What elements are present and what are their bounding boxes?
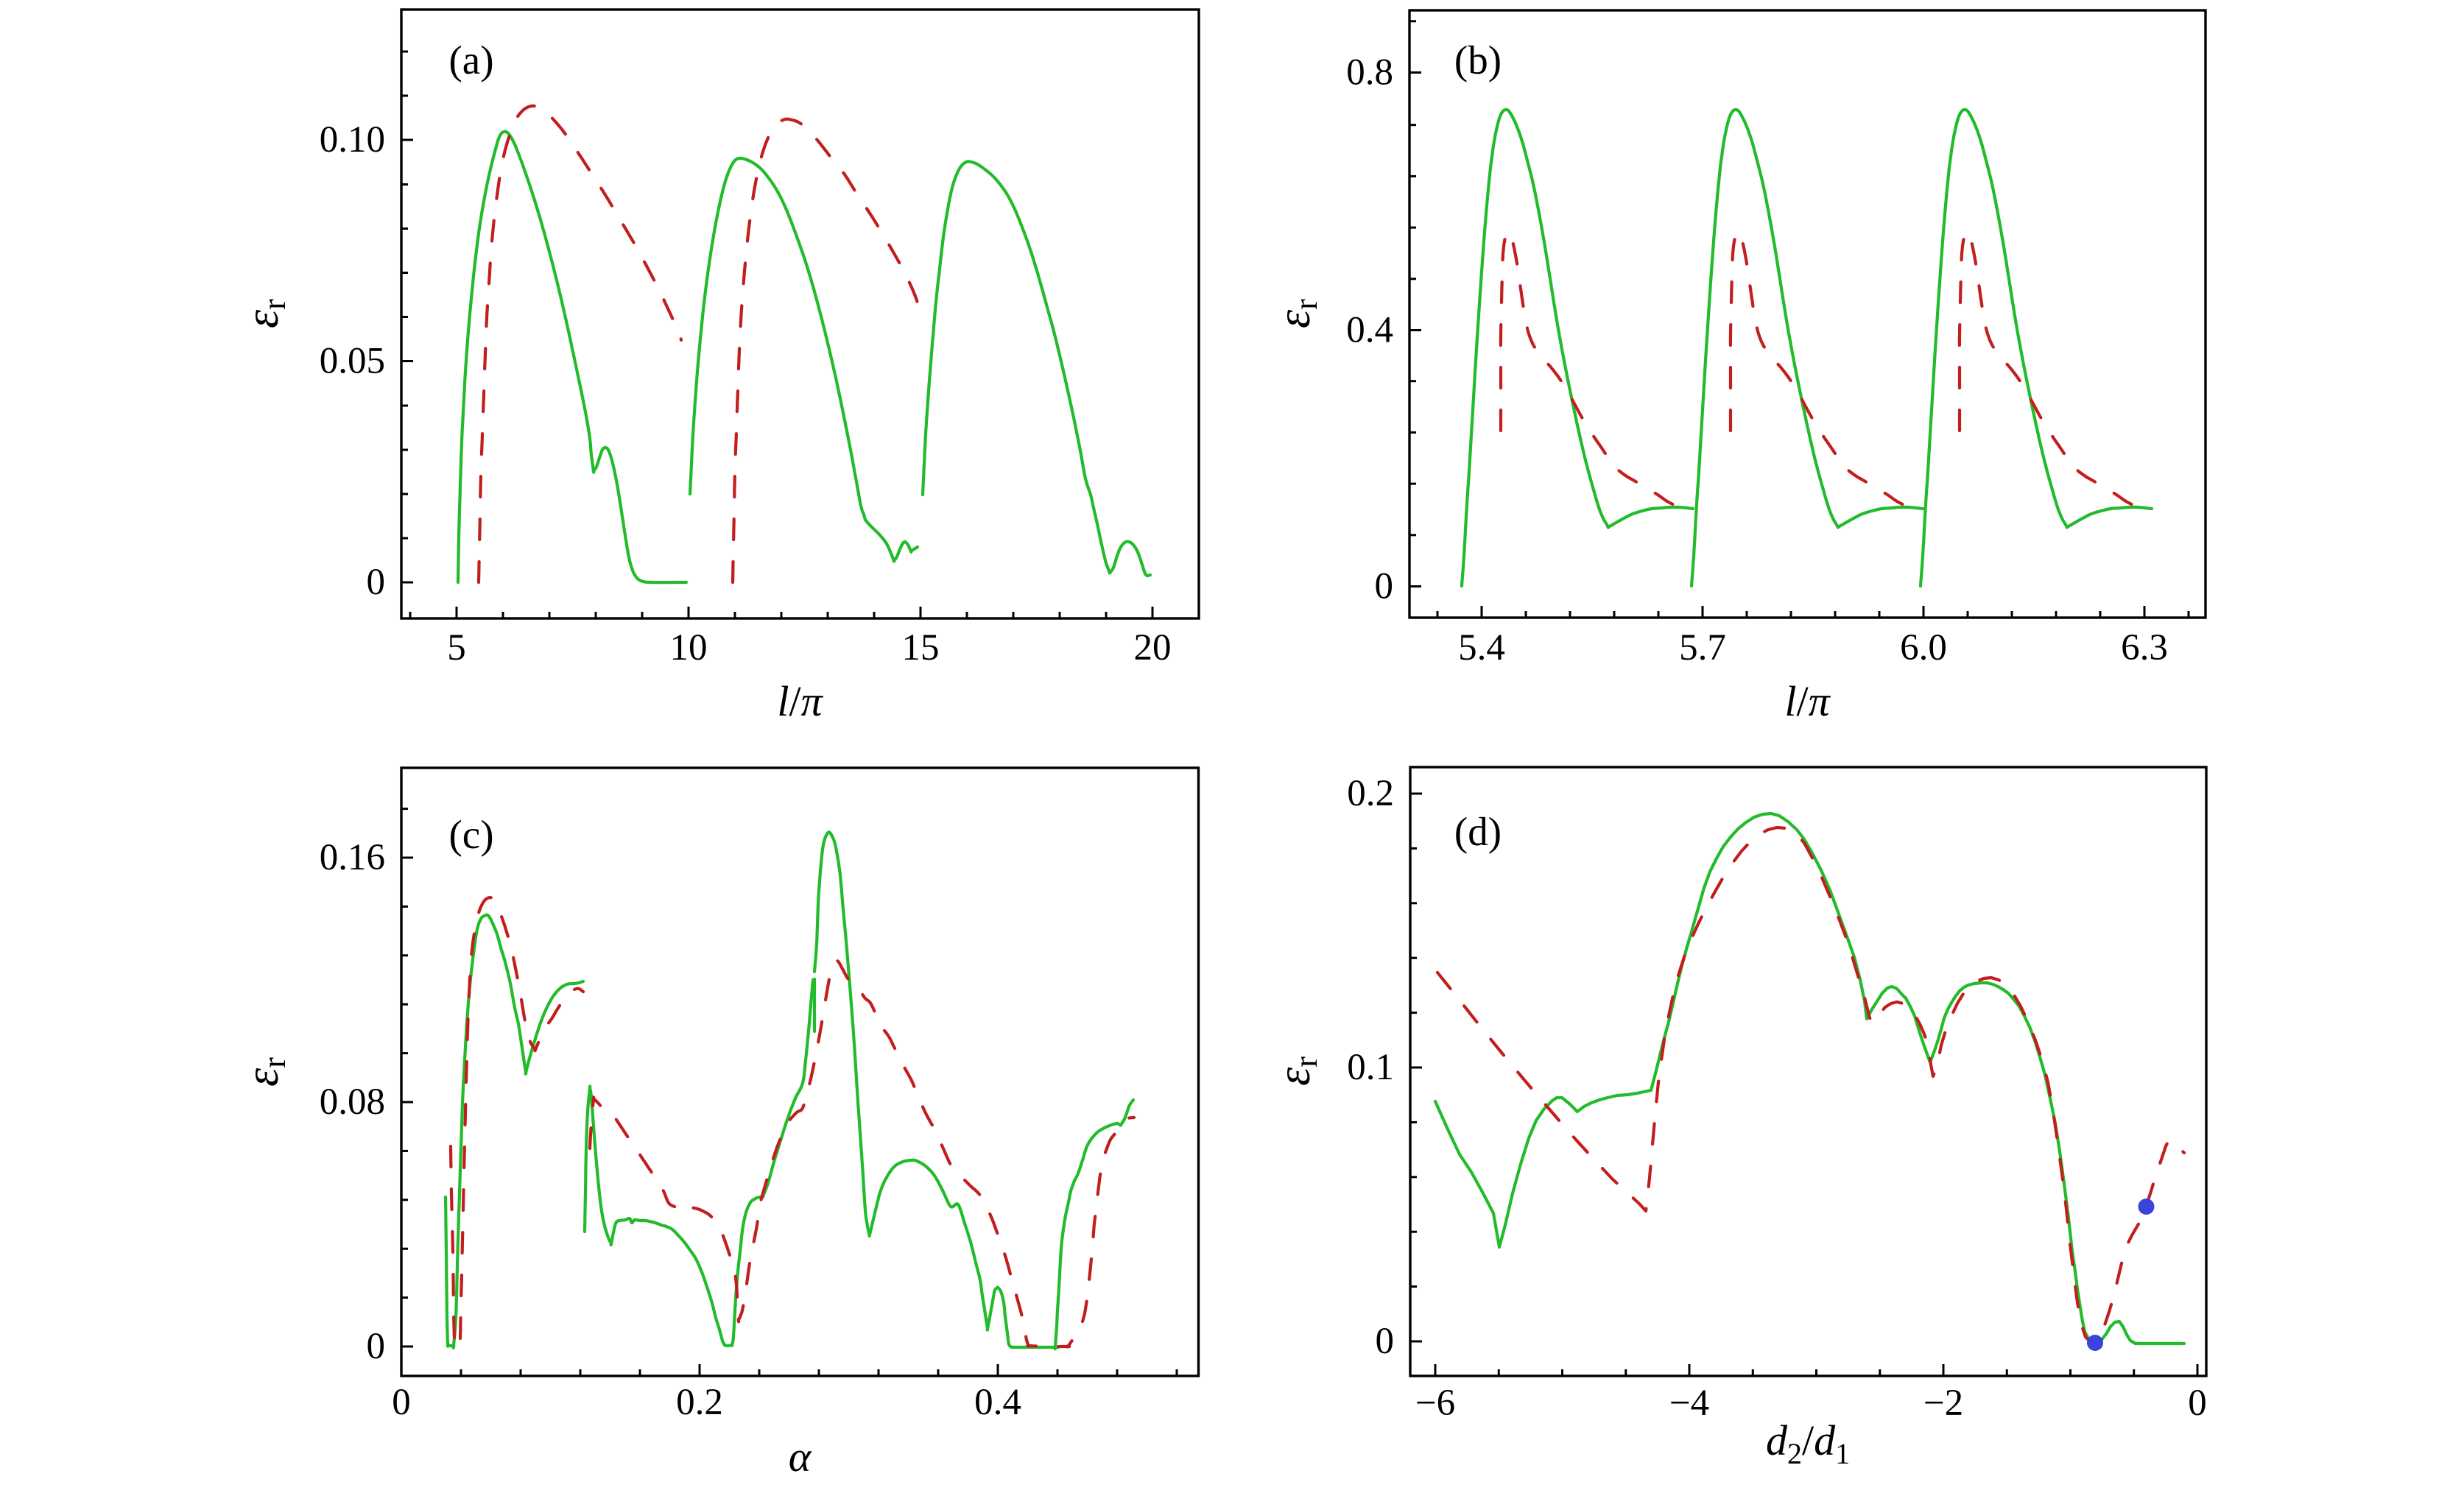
svg-text:0: 0: [1376, 1321, 1395, 1362]
svg-text:10: 10: [670, 627, 708, 668]
svg-text:0.2: 0.2: [676, 1382, 723, 1423]
svg-text:0: 0: [1375, 566, 1394, 607]
svg-text:0.08: 0.08: [320, 1081, 385, 1123]
svg-text:0.8: 0.8: [1346, 52, 1393, 93]
svg-text:5: 5: [447, 627, 466, 668]
svg-text:0: 0: [2188, 1383, 2207, 1424]
svg-text:20: 20: [1134, 627, 1172, 668]
svg-text:εr: εr: [1267, 1056, 1324, 1086]
svg-text:(a): (a): [448, 38, 493, 82]
svg-text:6.3: 6.3: [2121, 627, 2168, 668]
svg-text:εr: εr: [1267, 299, 1324, 328]
svg-text:5.7: 5.7: [1679, 627, 1726, 668]
svg-text:(d): (d): [1454, 809, 1502, 854]
svg-text:−4: −4: [1669, 1383, 1709, 1424]
svg-text:0: 0: [367, 1326, 386, 1367]
svg-text:(c): (c): [448, 812, 493, 857]
svg-text:d2/d1: d2/d1: [1766, 1416, 1850, 1470]
svg-text:0: 0: [367, 562, 386, 603]
svg-text:0.16: 0.16: [320, 837, 385, 878]
svg-text:0.4: 0.4: [1346, 310, 1393, 351]
svg-text:−2: −2: [1923, 1383, 1963, 1424]
svg-text:0.4: 0.4: [974, 1382, 1021, 1423]
svg-text:(b): (b): [1454, 38, 1502, 82]
svg-text:εr: εr: [236, 1057, 292, 1087]
svg-text:0.10: 0.10: [320, 119, 385, 160]
svg-text:l/π: l/π: [1784, 677, 1831, 725]
svg-text:l/π: l/π: [777, 677, 823, 725]
svg-text:0.1: 0.1: [1347, 1047, 1394, 1088]
svg-text:εr: εr: [236, 299, 292, 328]
svg-text:−6: −6: [1415, 1383, 1455, 1424]
svg-text:0.05: 0.05: [320, 341, 385, 382]
svg-text:6.0: 6.0: [1900, 627, 1947, 668]
svg-text:0: 0: [392, 1382, 411, 1423]
svg-text:0.2: 0.2: [1347, 773, 1394, 814]
svg-text:5.4: 5.4: [1458, 627, 1505, 668]
svg-text:α: α: [789, 1433, 812, 1480]
svg-text:15: 15: [902, 627, 940, 668]
